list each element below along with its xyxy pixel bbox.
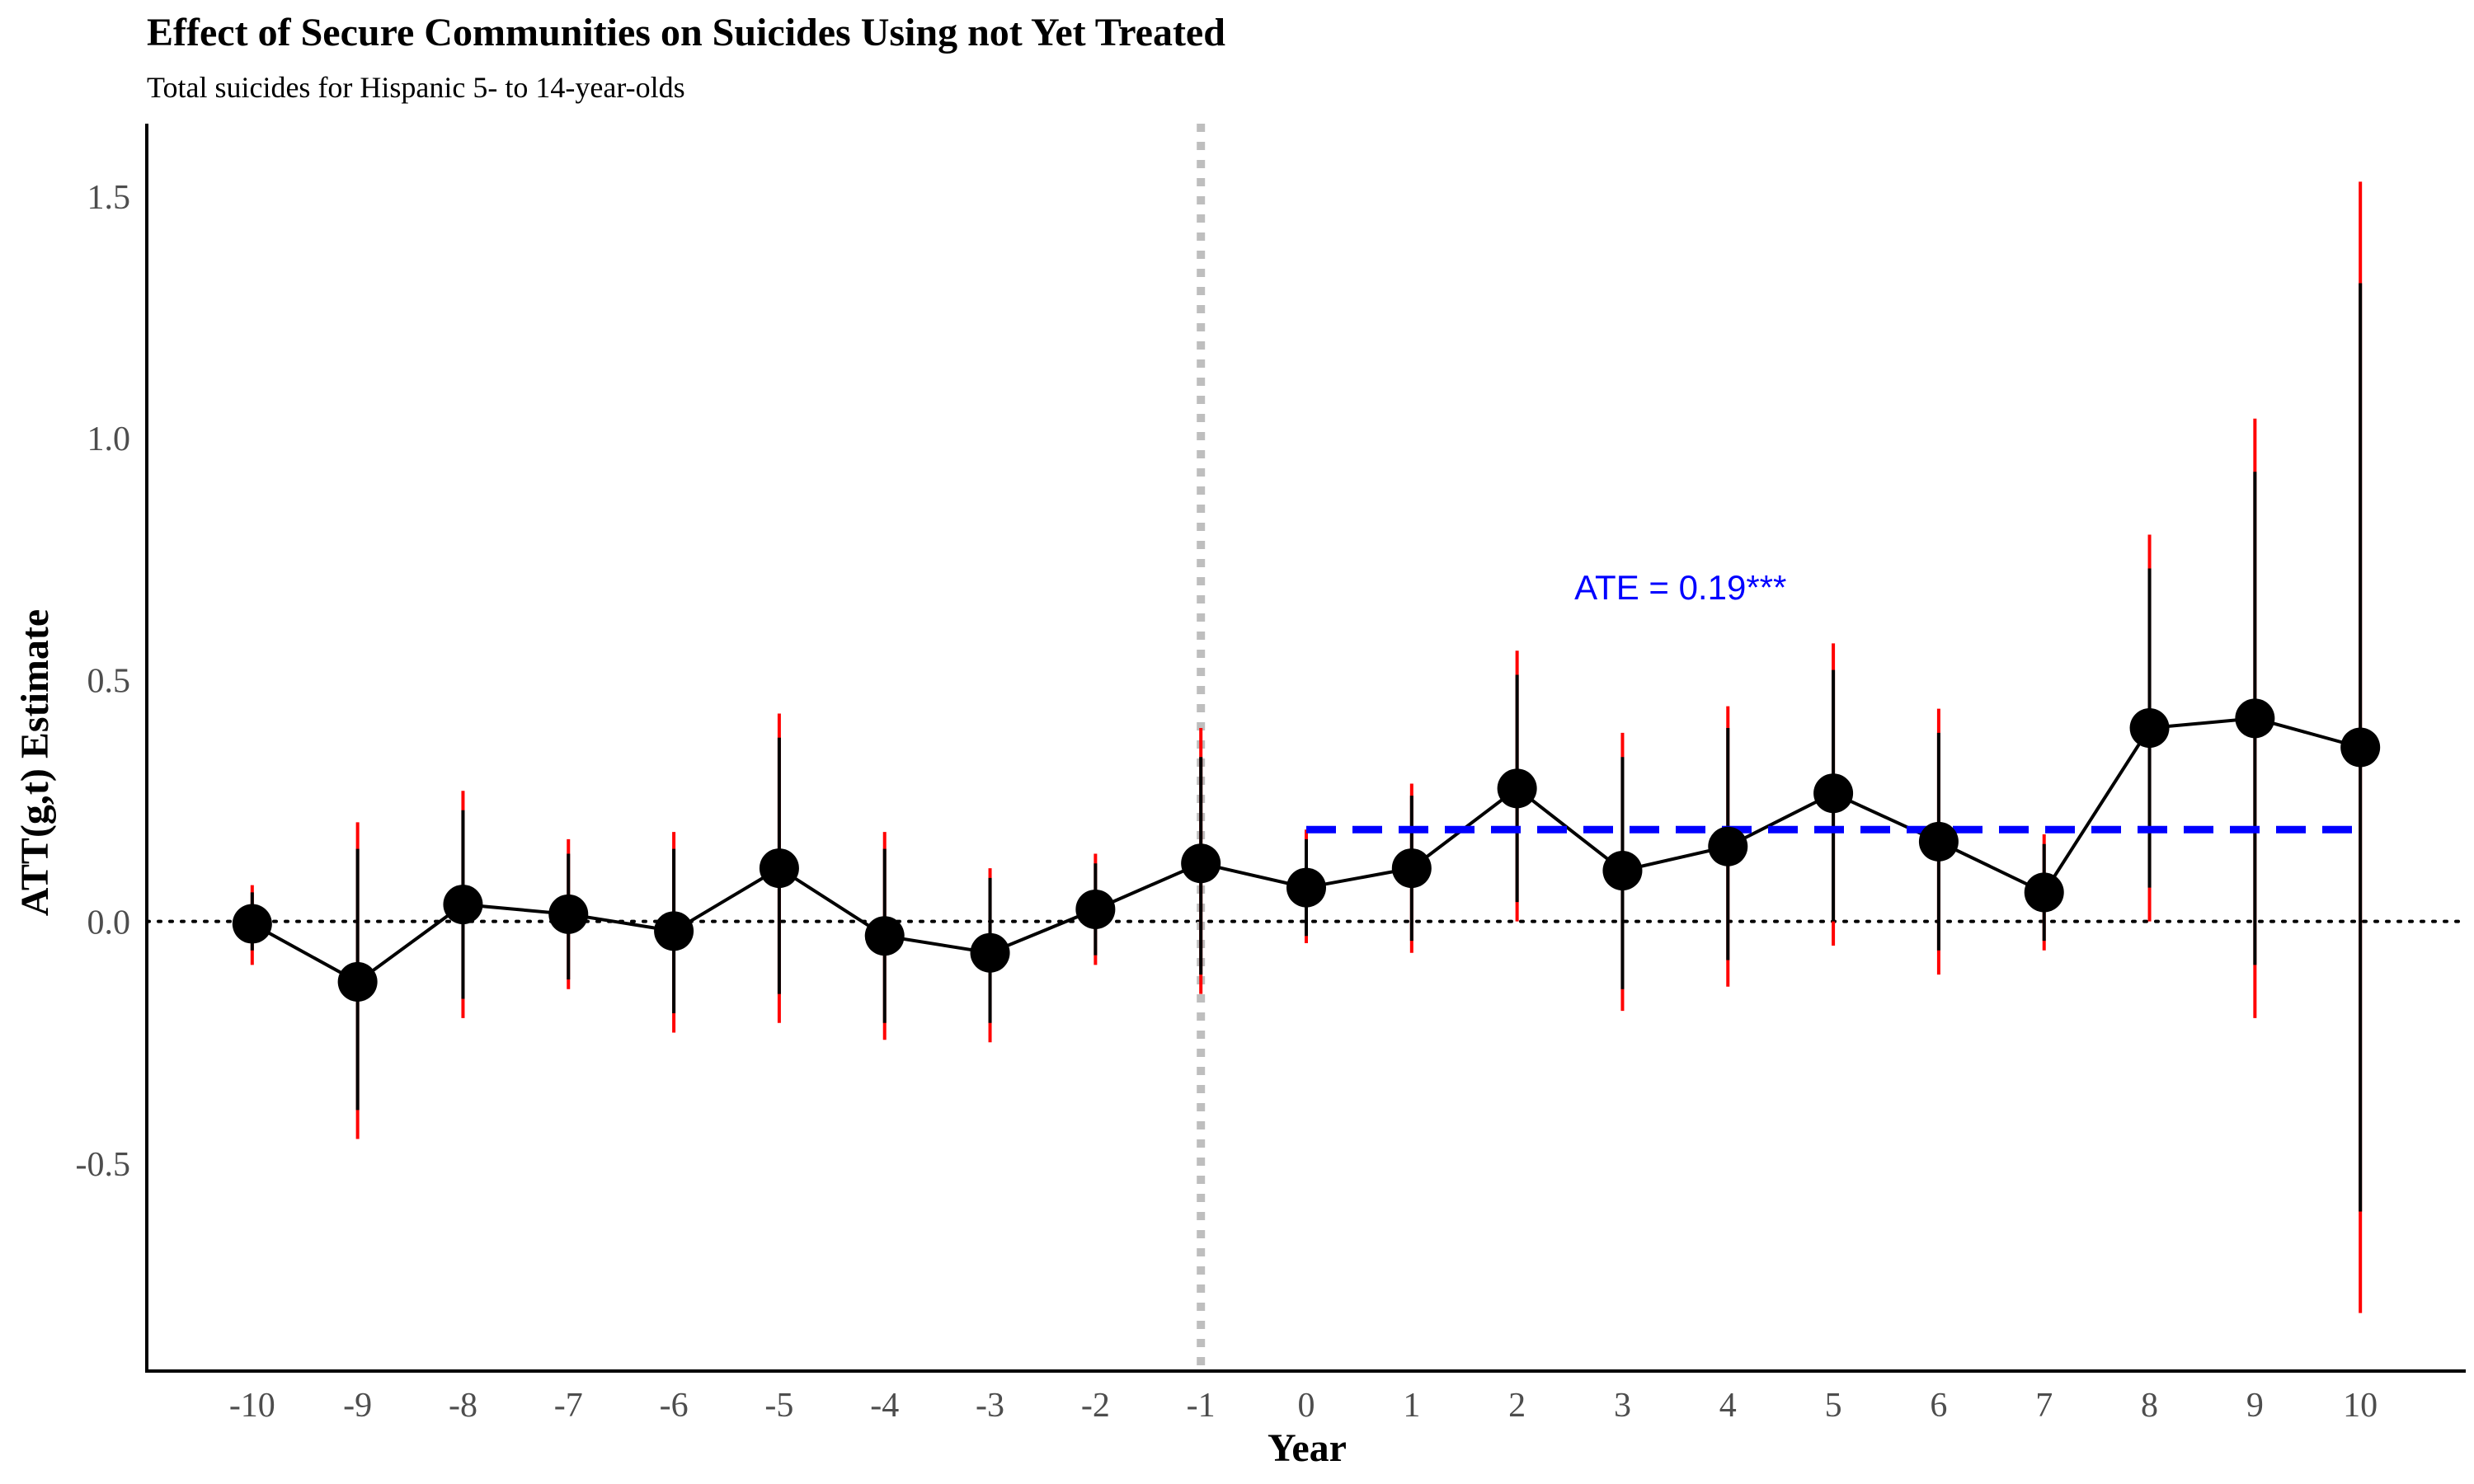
data-point-2 [1497, 768, 1537, 809]
x-tick-label: -5 [764, 1387, 793, 1425]
x-tick-label: 7 [2035, 1387, 2053, 1425]
y-tick-label: 0.0 [87, 904, 131, 942]
data-point-5 [1813, 773, 1854, 814]
y-tick-label: 0.5 [87, 662, 131, 700]
data-point--7 [548, 894, 589, 934]
x-tick-label: 1 [1403, 1387, 1420, 1425]
data-point-1 [1391, 848, 1432, 889]
x-tick-label: 9 [2246, 1387, 2264, 1425]
data-point--9 [337, 961, 378, 1002]
ate-annotation: ATE = 0.19*** [1574, 568, 1786, 607]
x-tick-label: -1 [1187, 1387, 1216, 1425]
x-tick-label: -10 [229, 1387, 275, 1425]
x-tick-label: -9 [343, 1387, 372, 1425]
data-point-0 [1286, 867, 1326, 908]
x-tick-label: -4 [870, 1387, 899, 1425]
x-tick-label: -8 [449, 1387, 477, 1425]
data-point--6 [654, 911, 694, 951]
x-tick-label: 10 [2343, 1387, 2378, 1425]
x-tick-label: -6 [660, 1387, 689, 1425]
x-tick-label: -2 [1081, 1387, 1110, 1425]
data-point--2 [1075, 889, 1116, 929]
x-tick-label: 6 [1930, 1387, 1947, 1425]
data-point--4 [864, 916, 905, 956]
x-tick-label: 4 [1719, 1387, 1737, 1425]
x-tick-label: 0 [1298, 1387, 1315, 1425]
plot-area [145, 124, 2467, 1371]
y-tick-labels: 1.5 1.0 0.5 0.0 -0.5 [76, 179, 131, 1184]
data-point-9 [2235, 698, 2275, 739]
data-point--3 [970, 932, 1010, 973]
data-point--8 [443, 885, 483, 925]
y-tick-label: 1.0 [87, 420, 131, 458]
x-tick-labels: -10 -9 -8 -7 -6 -5 -4 -3 -2 -1 0 1 2 3 4 5 6 7 8 9 10 [229, 1387, 2378, 1425]
x-tick-label: -7 [554, 1387, 583, 1425]
x-axis-title: Year [1268, 1426, 1347, 1470]
y-axis-title: ATT(g,t) Estimate [13, 609, 57, 916]
x-tick-label: 5 [1825, 1387, 1842, 1425]
data-point--1 [1181, 843, 1221, 884]
y-tick-label: -0.5 [76, 1146, 131, 1184]
data-point-3 [1602, 851, 1643, 891]
data-point-10 [2340, 727, 2381, 768]
x-tick-label: 8 [2141, 1387, 2158, 1425]
x-tick-label: -3 [976, 1387, 1004, 1425]
data-point-8 [2129, 708, 2170, 749]
data-point-6 [1918, 821, 1959, 862]
data-point--10 [232, 904, 272, 944]
data-point-7 [2024, 872, 2064, 913]
chart-title: Effect of Secure Communities on Suicides… [147, 11, 1225, 54]
data-point-4 [1708, 826, 1748, 866]
x-tick-label: 2 [1508, 1387, 1526, 1425]
chart-subtitle: Total suicides for Hispanic 5- to 14-yea… [147, 71, 685, 104]
x-tick-label: 3 [1614, 1387, 1631, 1425]
y-tick-label: 1.5 [87, 179, 131, 217]
data-point--5 [759, 848, 799, 889]
